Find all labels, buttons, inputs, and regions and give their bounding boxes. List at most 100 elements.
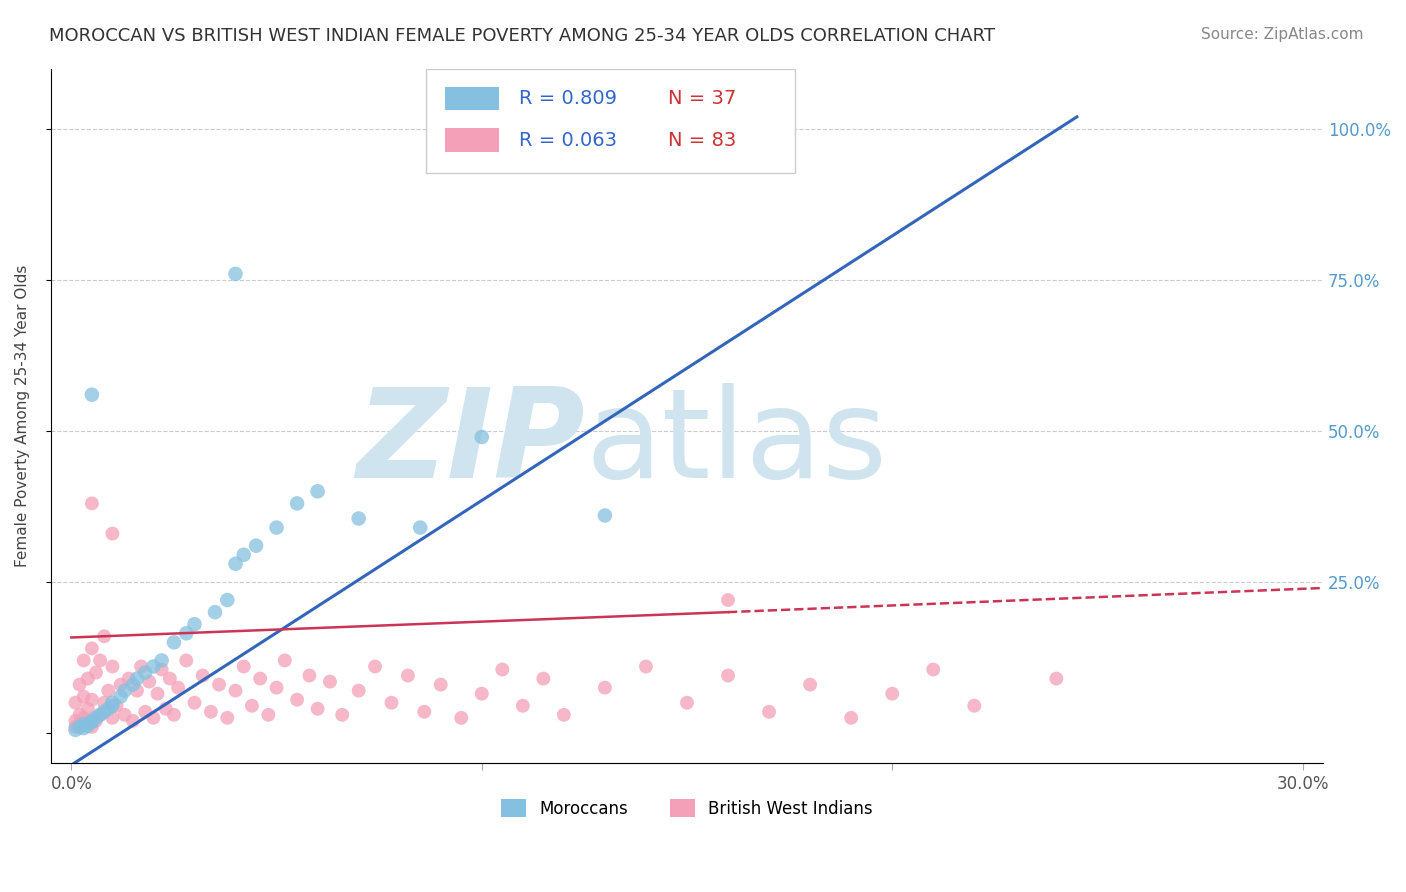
Text: R = 0.063: R = 0.063 [519, 130, 617, 150]
Point [717, 593, 740, 607]
Point [84, 711, 107, 725]
Point [146, 687, 169, 701]
Point [232, 548, 254, 562]
Text: ZIP: ZIP [357, 383, 585, 504]
Point [69, 677, 91, 691]
Point [204, 605, 226, 619]
Point [225, 683, 247, 698]
Point [307, 702, 329, 716]
Point [240, 698, 263, 713]
Point [122, 714, 145, 728]
Point [882, 687, 904, 701]
Point [73, 717, 96, 731]
Point [80, 714, 103, 729]
Point [110, 677, 132, 691]
Text: Source: ZipAtlas.com: Source: ZipAtlas.com [1201, 27, 1364, 42]
Point [69, 707, 91, 722]
Point [105, 698, 128, 713]
Point [298, 668, 321, 682]
Point [80, 387, 103, 401]
Point [89, 707, 111, 722]
Point [676, 696, 699, 710]
Point [101, 698, 124, 713]
Point [183, 617, 205, 632]
Point [413, 705, 436, 719]
Point [155, 702, 177, 716]
Point [125, 672, 148, 686]
Point [471, 430, 494, 444]
Point [922, 663, 945, 677]
Point [69, 720, 91, 734]
Point [799, 677, 821, 691]
FancyBboxPatch shape [426, 69, 796, 173]
Point [84, 665, 107, 680]
Point [167, 681, 190, 695]
Point [134, 665, 156, 680]
Point [101, 696, 124, 710]
Point [65, 720, 87, 734]
Point [125, 683, 148, 698]
Point [97, 683, 120, 698]
Point [191, 668, 214, 682]
Text: N = 83: N = 83 [668, 130, 737, 150]
Point [101, 711, 124, 725]
Point [225, 557, 247, 571]
Point [150, 653, 173, 667]
Point [429, 677, 451, 691]
Point [93, 696, 115, 710]
Point [208, 677, 231, 691]
Point [593, 681, 616, 695]
Point [80, 692, 103, 706]
Point [73, 711, 96, 725]
Point [118, 672, 141, 686]
Legend: Moroccans, British West Indians: Moroccans, British West Indians [495, 793, 880, 824]
Point [73, 653, 96, 667]
Point [159, 672, 181, 686]
Point [330, 707, 353, 722]
Point [634, 659, 657, 673]
Point [174, 626, 197, 640]
Point [76, 719, 98, 733]
Point [553, 707, 575, 722]
Point [138, 674, 160, 689]
Text: MOROCCAN VS BRITISH WEST INDIAN FEMALE POVERTY AMONG 25-34 YEAR OLDS CORRELATION: MOROCCAN VS BRITISH WEST INDIAN FEMALE P… [49, 27, 995, 45]
Point [758, 705, 780, 719]
Text: R = 0.809: R = 0.809 [519, 89, 617, 108]
Point [1045, 672, 1067, 686]
Point [142, 659, 165, 673]
Point [396, 668, 419, 682]
Point [249, 672, 271, 686]
Text: atlas: atlas [585, 383, 887, 504]
Text: N = 37: N = 37 [668, 89, 737, 108]
FancyBboxPatch shape [446, 87, 499, 111]
Point [347, 511, 370, 525]
Point [285, 496, 308, 510]
Point [963, 698, 986, 713]
Point [93, 705, 115, 719]
Point [512, 698, 534, 713]
Point [101, 526, 124, 541]
Point [89, 707, 111, 722]
Point [217, 711, 239, 725]
Point [76, 702, 98, 716]
Point [110, 690, 132, 704]
Point [80, 641, 103, 656]
Point [134, 705, 156, 719]
Point [65, 723, 87, 737]
Point [471, 687, 494, 701]
Point [84, 714, 107, 728]
Point [73, 690, 96, 704]
Point [93, 629, 115, 643]
Y-axis label: Female Poverty Among 25-34 Year Olds: Female Poverty Among 25-34 Year Olds [15, 265, 30, 567]
Point [717, 668, 740, 682]
Point [491, 663, 513, 677]
Point [409, 520, 432, 534]
Point [80, 496, 103, 510]
Point [65, 714, 87, 728]
Point [285, 692, 308, 706]
FancyBboxPatch shape [446, 128, 499, 152]
Point [80, 720, 103, 734]
Point [266, 520, 288, 534]
Point [163, 707, 186, 722]
Point [364, 659, 387, 673]
